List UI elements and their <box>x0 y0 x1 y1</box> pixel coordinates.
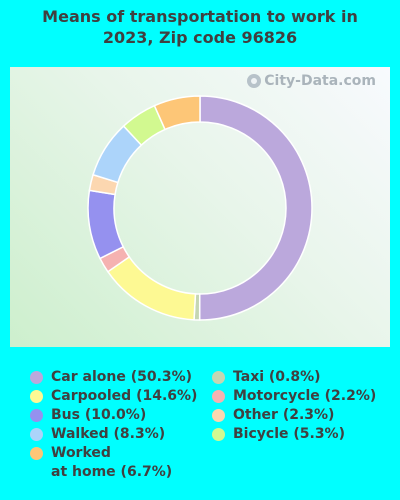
watermark: City-Data.com <box>247 73 376 89</box>
chart-title-line-1: Means of transportation to work in <box>42 7 358 26</box>
slice-car-alone[interactable] <box>198 95 313 321</box>
slice-carpooled[interactable] <box>106 255 197 321</box>
chart-title: Means of transportation to work in 2023,… <box>0 6 400 48</box>
chart-title-line-2: 2023, Zip code 96826 <box>102 28 298 47</box>
city-data-logo-icon <box>247 74 262 88</box>
slice-worked-at-home[interactable] <box>153 95 201 131</box>
watermark-text: City-Data.com <box>264 73 376 89</box>
slice-bus[interactable] <box>87 189 125 260</box>
